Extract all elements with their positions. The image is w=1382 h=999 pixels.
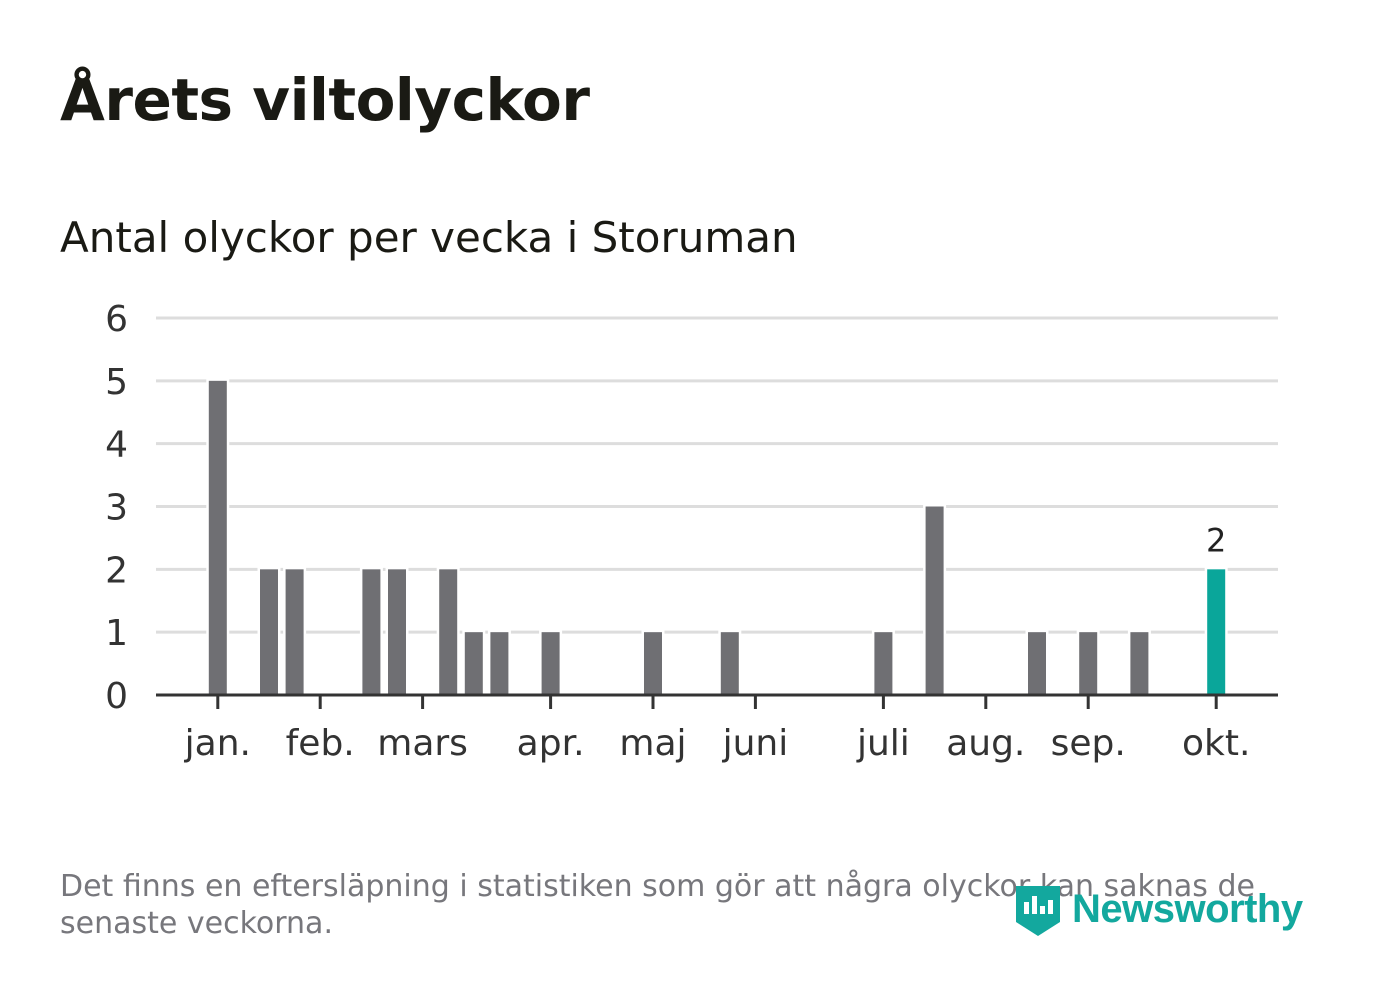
y-tick-label: 6 (105, 299, 128, 340)
bar (1127, 629, 1151, 698)
bar (718, 629, 742, 698)
bar (923, 504, 947, 698)
y-tick-label: 5 (105, 362, 128, 403)
bar (257, 566, 281, 698)
x-tick-label: okt. (1182, 723, 1250, 764)
y-tick-label: 3 (105, 488, 128, 529)
bar (206, 378, 230, 698)
bar (436, 566, 460, 698)
bar (385, 566, 409, 698)
bar (283, 566, 307, 698)
bar (487, 629, 511, 698)
x-tick-label: mars (377, 723, 468, 764)
bar (359, 566, 383, 698)
x-tick-label: juni (722, 723, 789, 764)
bar (871, 629, 895, 698)
chart-subtitle: Antal olyckor per vecka i Storuman (60, 213, 798, 262)
data-label: 2 (1206, 521, 1226, 559)
y-tick-label: 1 (105, 613, 128, 654)
highlight-bar (1204, 566, 1228, 698)
bar (539, 629, 563, 698)
x-tick-label: juli (856, 723, 910, 764)
y-tick-label: 0 (105, 676, 128, 717)
x-tick-label: jan. (184, 723, 251, 764)
bar (641, 629, 665, 698)
x-tick-label: feb. (286, 723, 355, 764)
x-tick-label: maj (619, 723, 686, 764)
bar (1025, 629, 1049, 698)
bar (1076, 629, 1100, 698)
chart-title: Årets viltolyckor (60, 66, 590, 134)
newsworthy-logo: Newsworthy (1012, 878, 1303, 940)
logo-text: Newsworthy (1072, 886, 1303, 931)
y-tick-label: 4 (105, 425, 128, 466)
x-tick-label: apr. (517, 723, 585, 764)
newsworthy-logo-icon (1016, 886, 1060, 936)
x-tick-label: aug. (946, 723, 1025, 764)
bar (462, 629, 486, 698)
y-tick-label: 2 (105, 550, 128, 591)
x-tick-label: sep. (1051, 723, 1126, 764)
bar-chart: 0 1 2 3 4 5 6 2 jan. feb. mars apr. maj juni juli aug. s… (105, 299, 1278, 764)
